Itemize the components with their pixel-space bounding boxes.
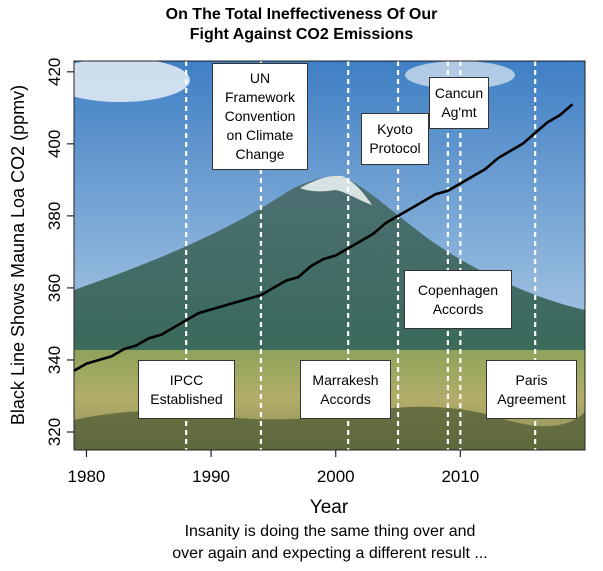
x-axis-label: Year — [310, 497, 349, 518]
event-annotation-text: Change — [235, 146, 285, 162]
caption-line-2: over again and expecting a different res… — [172, 545, 488, 562]
x-tick-label: 1980 — [68, 467, 106, 486]
event-annotation-text: Protocol — [369, 140, 421, 156]
event-annotation-text: Accords — [432, 300, 484, 317]
plot-frame — [73, 60, 586, 451]
event-annotation: Kyoto Protocol — [361, 113, 429, 165]
event-annotation: Marrakesh Accords — [300, 360, 391, 419]
event-annotation: IPCC Established — [138, 360, 235, 419]
y-tick-label: 320 — [45, 418, 64, 446]
event-annotation-text: Accords — [320, 390, 371, 407]
y-tick-label: 380 — [45, 202, 64, 230]
y-tick-label: 400 — [45, 130, 64, 158]
event-annotation-text: UN — [249, 70, 271, 86]
event-annotation: UN Framework Convention on Climate Change — [212, 63, 308, 170]
event-annotation-text: Convention — [224, 108, 296, 124]
chart-title-line-1: On The Total Ineffectiveness Of Our — [165, 6, 438, 23]
event-annotation-text: on Climate — [226, 127, 294, 143]
x-tick-label: 2010 — [441, 467, 479, 486]
event-annotation: Paris Agreement — [486, 360, 577, 419]
event-annotation-text: Established — [150, 390, 223, 407]
event-annotation-text: Ag'mt — [441, 104, 477, 120]
chart-title-line-2: Fight Against CO2 Emissions — [189, 26, 414, 43]
y-tick-label: 340 — [45, 346, 64, 374]
axes: 320 340 360 380 400 420 1980 1990 2000 2010 — [45, 58, 586, 486]
event-annotation-text: Framework — [224, 89, 295, 105]
event-annotation-text: Kyoto — [377, 121, 413, 137]
cloud — [74, 61, 190, 102]
event-annotation-text: Marrakesh — [312, 371, 379, 388]
event-annotation: Copenhagen Accords — [404, 270, 512, 329]
x-tick-label: 1990 — [192, 467, 230, 486]
caption: Insanity is doing the same thing over an… — [0, 521, 603, 565]
event-annotation-text: Agreement — [497, 390, 566, 407]
x-tick-label: 2000 — [317, 467, 355, 486]
y-axis-label: Black Line Shows Mauna Loa CO2 (ppmv) — [8, 85, 28, 425]
event-annotation-text: Paris — [515, 371, 548, 388]
chart-title: On The Total Ineffectiveness Of Our Figh… — [0, 5, 603, 45]
y-tick-label: 360 — [45, 274, 64, 302]
event-annotation: Cancun Ag'mt — [429, 77, 489, 129]
caption-line-1: Insanity is doing the same thing over an… — [184, 523, 476, 540]
event-annotation-text: Copenhagen — [417, 281, 499, 298]
y-tick-label: 420 — [45, 58, 64, 86]
event-annotation-text: Cancun — [434, 85, 484, 101]
co2-series-line — [73, 103, 574, 372]
event-annotation-text: IPCC — [169, 371, 204, 388]
mountain-snow — [300, 175, 372, 205]
